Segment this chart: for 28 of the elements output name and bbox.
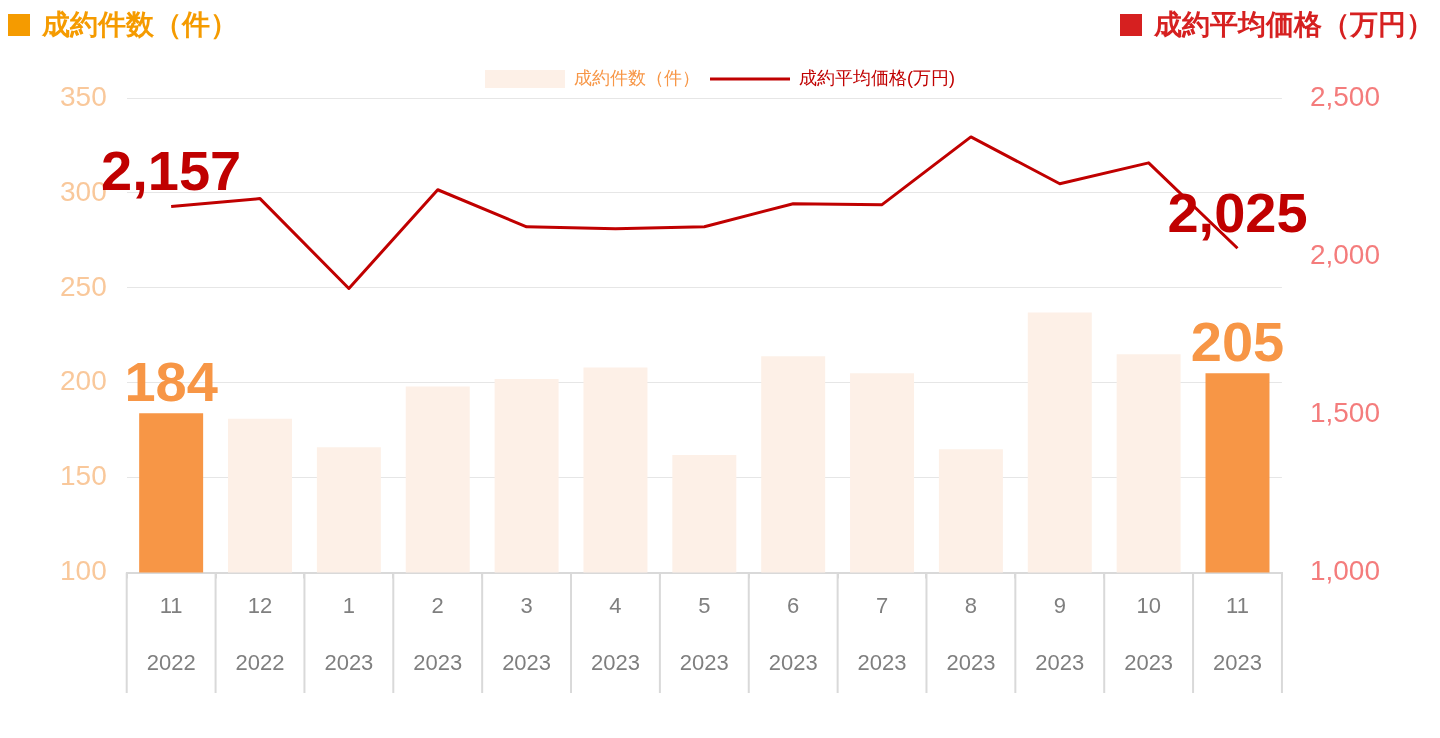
y2-tick-label: 1,500 (1309, 397, 1381, 429)
category-label: 11 2023 (1213, 593, 1262, 676)
category-label: 3 2023 (502, 593, 552, 676)
data-label: 184 (124, 349, 218, 413)
y-tick-label: 250 (60, 270, 107, 302)
y2-tick-label: 2,000 (1309, 238, 1381, 270)
y2-axis-title: 成約平均価格（万円） (1154, 8, 1434, 42)
y2-tick-label: 2,500 (1309, 80, 1381, 112)
y-tick-label: 200 (60, 365, 107, 397)
category-label: 11 2022 (146, 593, 196, 676)
y2-tick-label: 1,000 (1309, 555, 1381, 587)
category-label: 5 2023 (679, 593, 729, 676)
y-tick-label: 350 (60, 80, 107, 112)
y-tick-label: 100 (60, 555, 107, 587)
category-label: 12 2022 (235, 593, 285, 676)
data-label: 205 (1190, 309, 1285, 373)
category-label: 10 2023 (1124, 593, 1174, 676)
category-label: 2 2023 (413, 593, 463, 676)
category-label: 9 2023 (1035, 593, 1085, 676)
legend-label: 成約件数（件） (574, 67, 701, 88)
y-axis-title: 成約件数（件） (42, 8, 238, 42)
category-label: 6 2023 (768, 593, 818, 676)
y-tick-label: 150 (60, 460, 107, 492)
legend-label: 成約平均価格(万円) (799, 67, 956, 88)
category-label: 7 2023 (857, 593, 907, 676)
category-label: 4 2023 (590, 593, 640, 676)
category-label: 8 2023 (946, 593, 996, 676)
category-label: 1 2023 (324, 593, 374, 676)
